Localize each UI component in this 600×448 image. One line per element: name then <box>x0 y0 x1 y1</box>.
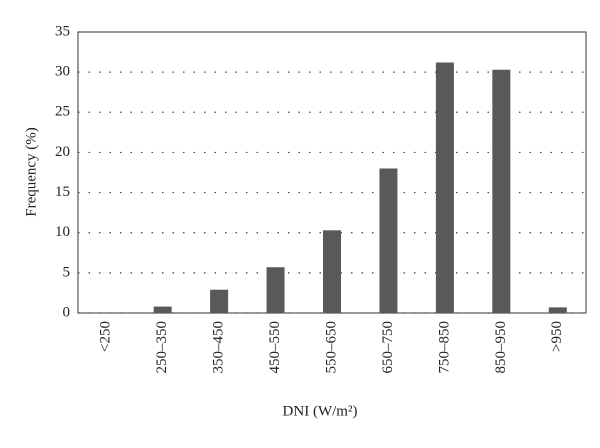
bar <box>435 62 454 313</box>
x-tick-label: 750–850 <box>436 321 452 374</box>
y-tick-label: 10 <box>55 224 70 240</box>
y-tick-label: 35 <box>55 23 70 39</box>
bar <box>379 168 398 313</box>
x-tick-label: 250–350 <box>154 321 170 374</box>
bar <box>266 267 285 313</box>
x-tick-label: 450–550 <box>267 321 283 374</box>
bar <box>323 230 341 313</box>
x-tick-label: 650–750 <box>380 321 396 374</box>
bar <box>548 307 567 313</box>
bar <box>210 289 229 313</box>
bar <box>492 69 511 313</box>
y-tick-label: 15 <box>55 184 70 200</box>
x-tick-label: >950 <box>549 321 565 352</box>
y-axis-label: Frequency (%) <box>23 127 39 217</box>
y-tick-label: 30 <box>55 64 70 80</box>
y-tick-label: 20 <box>55 144 70 160</box>
y-tick-label: 5 <box>63 264 71 280</box>
x-tick-label: 550–650 <box>323 321 339 374</box>
bar <box>153 306 172 313</box>
x-axis-label: DNI (W/m²) <box>283 403 358 419</box>
y-tick-label: 25 <box>55 104 70 120</box>
y-tick-label: 0 <box>63 304 71 320</box>
x-tick-label: 850–950 <box>493 321 509 374</box>
x-tick-label: <250 <box>98 321 114 352</box>
x-tick-label: 350–450 <box>211 321 227 374</box>
